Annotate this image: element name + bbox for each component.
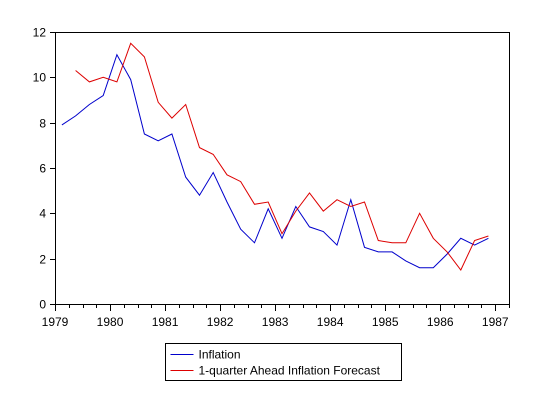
y-tick-label: 8	[39, 117, 46, 131]
y-axis: 0 2 4 6 8 10 12	[33, 26, 55, 312]
plot-frame	[55, 32, 510, 305]
x-tick-label: 1983	[262, 315, 289, 329]
x-tick-label: 1981	[152, 315, 179, 329]
x-tick-label: 1980	[97, 315, 124, 329]
series-line-1	[75, 42, 489, 271]
legend: Inflation 1-quarter Ahead Inflation Forec…	[165, 343, 402, 381]
x-tick-label: 1982	[207, 315, 234, 329]
legend-label-0: Inflation	[199, 348, 241, 362]
y-tick-label: 2	[39, 253, 46, 267]
x-tick-label: 1986	[427, 315, 454, 329]
y-tick-label: 12	[33, 26, 47, 40]
x-axis: 1979 1980 1981 1982 1983 1984 1985 1986 1987	[42, 304, 510, 329]
legend-box	[165, 343, 402, 381]
legend-label-1: 1-quarter Ahead Inflation Forecast	[199, 364, 381, 378]
series-line-0	[61, 53, 489, 269]
x-tick-label: 1987	[482, 315, 509, 329]
x-tick-label: 1984	[317, 315, 344, 329]
y-tick-label: 4	[39, 207, 46, 221]
y-tick-label: 10	[33, 71, 47, 85]
x-tick-label: 1985	[372, 315, 399, 329]
series-layer	[61, 42, 489, 271]
x-tick-label: 1979	[42, 315, 69, 329]
y-tick-label: 0	[39, 298, 46, 312]
y-tick-label: 6	[39, 162, 46, 176]
